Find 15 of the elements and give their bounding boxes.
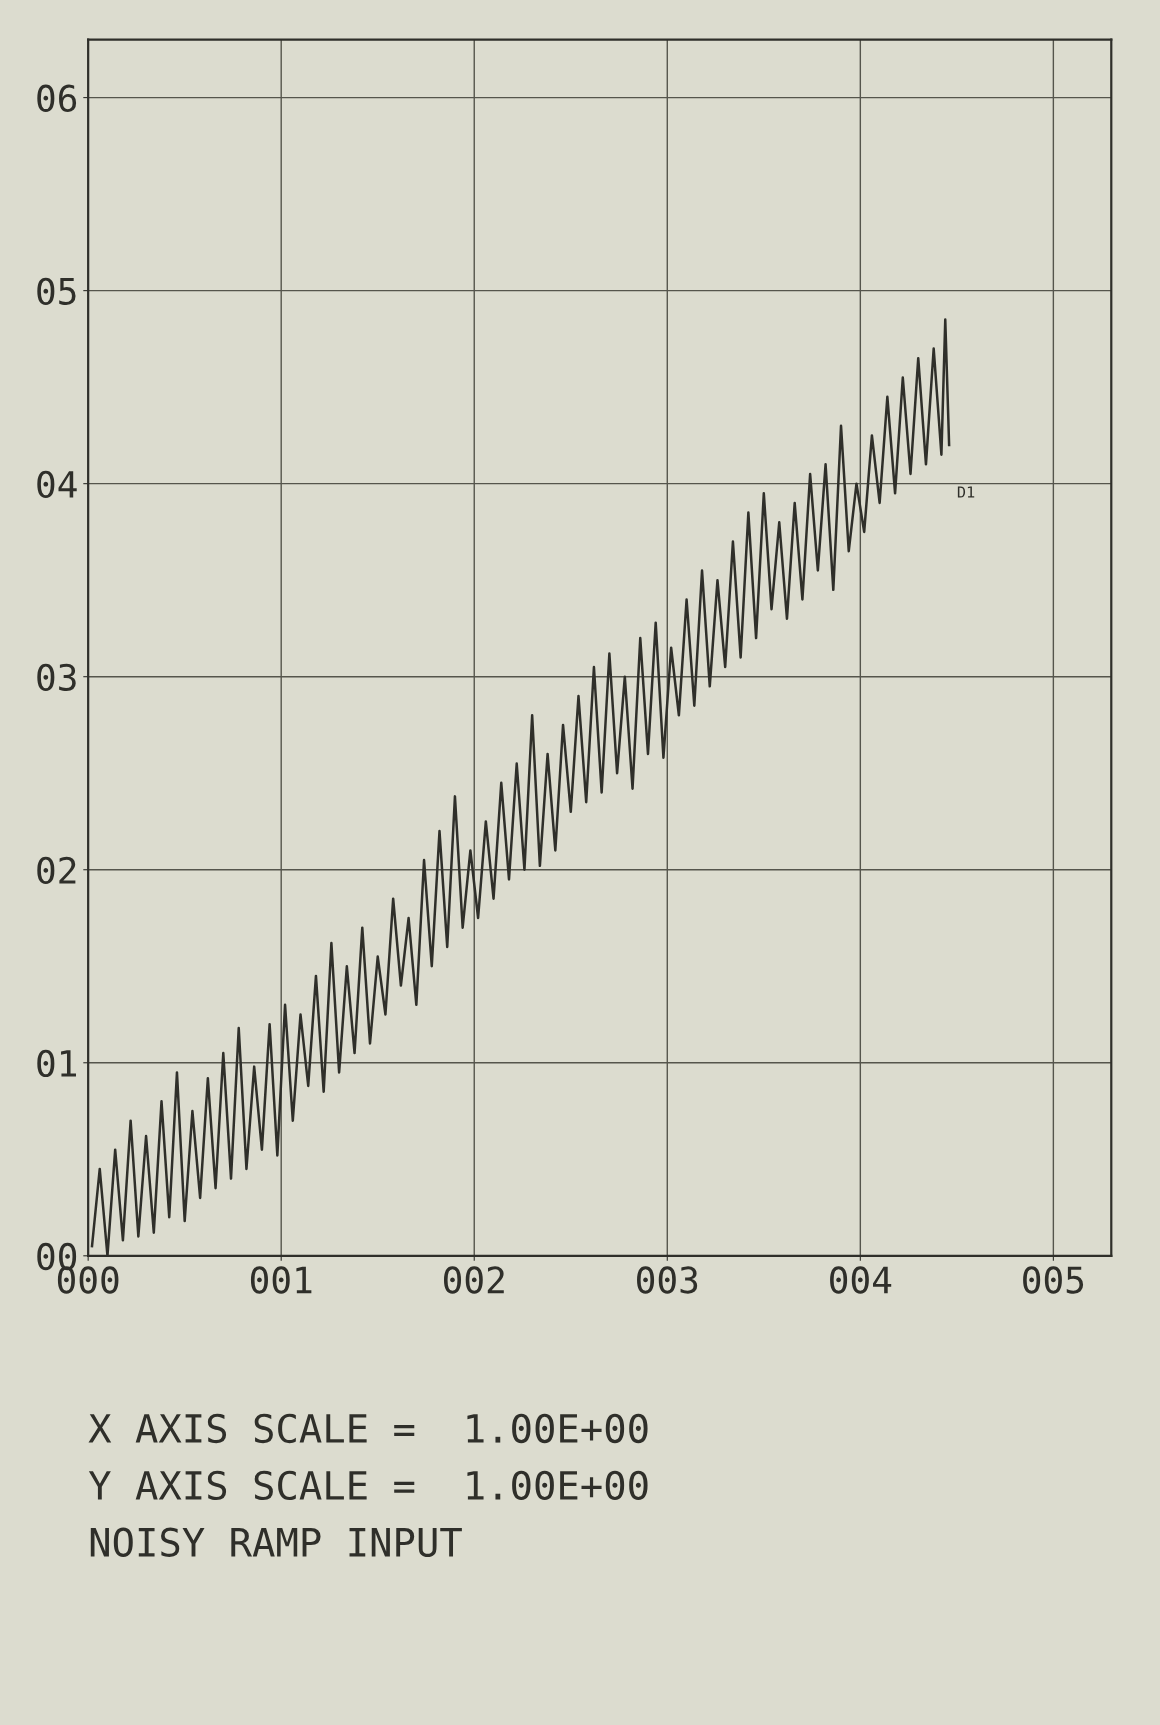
text: D1 bbox=[957, 486, 975, 498]
y-tick-label: 04 bbox=[37, 470, 77, 498]
x-tick-label: 004 bbox=[830, 1266, 892, 1294]
x-tick-label: 002 bbox=[443, 1266, 504, 1294]
x-tick-label: 001 bbox=[250, 1266, 312, 1294]
x-tick-label: 003 bbox=[637, 1266, 698, 1294]
text: NOISY RAMP INPUT bbox=[90, 1527, 462, 1557]
text: Y AXIS SCALE = 1.00E+00 bbox=[88, 1470, 648, 1501]
y-tick-label: 06 bbox=[37, 84, 77, 112]
y-tick-label: 05 bbox=[37, 277, 76, 305]
y-tick-label: 03 bbox=[37, 663, 76, 692]
text: X AXIS SCALE = 1.00E+00 bbox=[88, 1413, 648, 1444]
x-tick-label: 005 bbox=[1023, 1266, 1084, 1294]
y-tick-label: 02 bbox=[37, 856, 76, 885]
y-tick-label: 01 bbox=[37, 1049, 76, 1078]
